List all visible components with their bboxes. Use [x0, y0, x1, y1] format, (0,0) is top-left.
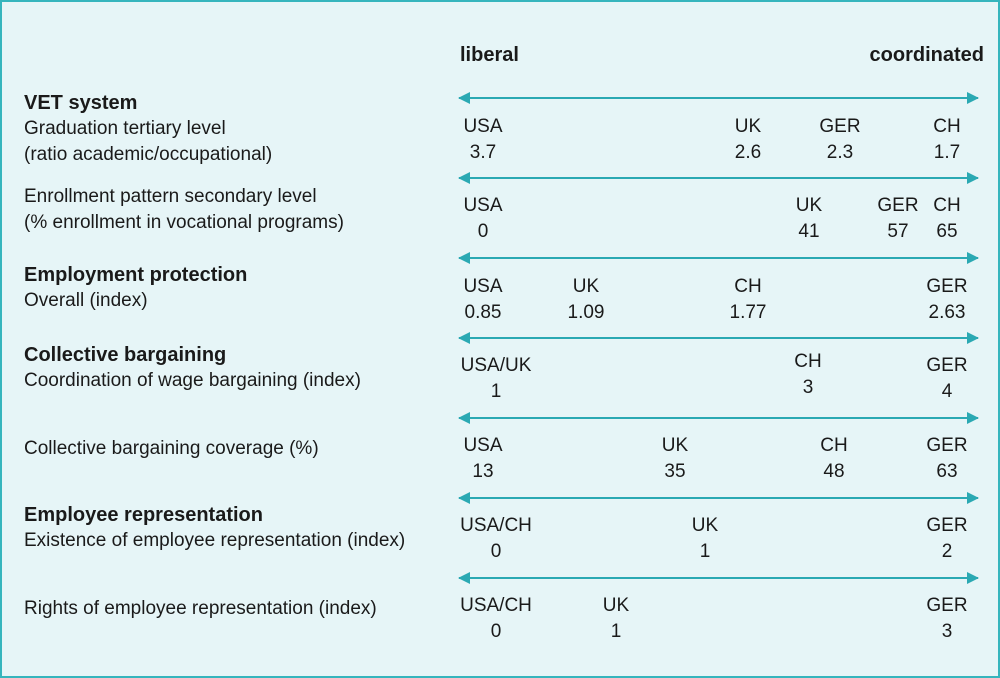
country-label: UK — [795, 195, 823, 216]
value-label: 2.6 — [734, 142, 762, 163]
country-label: CH — [820, 435, 848, 456]
value-label: 0 — [490, 541, 502, 562]
value-label: 1 — [490, 381, 502, 402]
entry-ger: GER 57 — [877, 193, 918, 245]
country-label: UK — [691, 515, 719, 536]
section-title-employment: Employment protection — [24, 264, 248, 286]
value-label: 1 — [610, 621, 622, 642]
entry-uk: UK 1 — [603, 593, 629, 645]
country-label: UK — [602, 595, 630, 616]
value-label: 4 — [941, 381, 953, 402]
row-label-employment-protection: Employment protection Overall (index) — [24, 262, 247, 314]
row-label-line: Coordination of wage bargaining (index) — [24, 370, 361, 391]
entry-ch: CH 1.7 — [933, 114, 960, 166]
country-label: GER — [926, 595, 968, 616]
country-label: UK — [572, 276, 600, 297]
row-label-line: Graduation tertiary level — [24, 118, 226, 139]
country-label: CH — [794, 351, 822, 372]
country-label: CH — [734, 276, 762, 297]
row-label-wage-coordination: Collective bargaining Coordination of wa… — [24, 342, 361, 394]
country-label: CH — [933, 116, 961, 137]
value-label: 65 — [936, 221, 958, 242]
entry-ger: GER 4 — [926, 353, 967, 405]
entry-ger: GER 3 — [926, 593, 967, 645]
country-label: GER — [877, 195, 919, 216]
entry-ch: CH 65 — [933, 193, 960, 245]
value-label: 0 — [477, 221, 489, 242]
country-label: GER — [819, 116, 861, 137]
row-label-enrollment: Enrollment pattern secondary level (% en… — [24, 184, 344, 236]
entry-usa: USA 3.7 — [463, 114, 502, 166]
entry-ger: GER 2.63 — [926, 274, 967, 326]
section-title-representation: Employee representation — [24, 504, 263, 526]
value-label: 3 — [941, 621, 953, 642]
country-label: USA — [463, 276, 503, 297]
value-label: 3.7 — [469, 142, 497, 163]
row-label-bargaining-coverage: Collective bargaining coverage (%) — [24, 436, 319, 462]
value-label: 48 — [823, 461, 845, 482]
country-label: GER — [926, 276, 968, 297]
entry-ch: CH 1.77 — [730, 274, 767, 326]
value-label: 2.3 — [826, 142, 854, 163]
row-label-rep-existence: Employee representation Existence of emp… — [24, 502, 405, 554]
entry-usa: USA 0.85 — [463, 274, 502, 326]
entry-ch: CH 48 — [820, 433, 847, 485]
entry-uk: UK 41 — [796, 193, 822, 245]
value-label: 3 — [802, 377, 814, 398]
entry-usa: USA 13 — [463, 433, 502, 485]
entry-uk: UK 2.6 — [735, 114, 761, 166]
entry-usa-uk: USA/UK 1 — [461, 353, 532, 405]
country-label: USA/CH — [460, 595, 532, 616]
country-label: CH — [933, 195, 961, 216]
value-label: 13 — [472, 461, 494, 482]
entry-usa: USA 0 — [463, 193, 502, 245]
coordinated-label: coordinated — [869, 44, 984, 66]
country-label: UK — [734, 116, 762, 137]
country-label: GER — [926, 355, 968, 376]
entry-ger: GER 2 — [926, 513, 967, 565]
row-label-line: Rights of employee representation (index… — [24, 598, 377, 619]
country-label: GER — [926, 515, 968, 536]
section-title-vet: VET system — [24, 92, 138, 114]
section-title-bargaining: Collective bargaining — [24, 344, 227, 366]
entry-usa-ch: USA/CH 0 — [460, 513, 532, 565]
value-label: 1.09 — [567, 302, 605, 323]
value-label: 63 — [936, 461, 958, 482]
entry-usa-ch: USA/CH 0 — [460, 593, 532, 645]
entry-uk: UK 1.09 — [568, 274, 605, 326]
value-label: 1.7 — [933, 142, 961, 163]
row-label-line: Enrollment pattern secondary level — [24, 186, 317, 207]
row-label-vet-graduation: VET system Graduation tertiary level (ra… — [24, 90, 272, 168]
liberal-label: liberal — [460, 44, 519, 66]
value-label: 1.77 — [729, 302, 767, 323]
country-label: USA/CH — [460, 515, 532, 536]
entry-uk: UK 35 — [662, 433, 688, 485]
value-label: 2.63 — [928, 302, 966, 323]
entry-uk: UK 1 — [692, 513, 718, 565]
value-label: 0 — [490, 621, 502, 642]
country-label: USA/UK — [460, 355, 532, 376]
row-label-line: (% enrollment in vocational programs) — [24, 212, 344, 233]
country-label: GER — [926, 435, 968, 456]
row-label-line: Overall (index) — [24, 290, 148, 311]
country-label: USA — [463, 116, 503, 137]
row-label-line: (ratio academic/occupational) — [24, 144, 273, 165]
row-label-line: Existence of employee representation (in… — [24, 530, 406, 551]
value-label: 41 — [798, 221, 820, 242]
country-label: UK — [661, 435, 689, 456]
row-label-line: Collective bargaining coverage (%) — [24, 438, 319, 459]
row-label-rep-rights: Rights of employee representation (index… — [24, 596, 377, 622]
value-label: 57 — [887, 221, 909, 242]
entry-ger: GER 2.3 — [819, 114, 860, 166]
country-label: USA — [463, 435, 503, 456]
country-label: USA — [463, 195, 503, 216]
value-label: 2 — [941, 541, 953, 562]
entry-ch: CH 3 — [794, 349, 821, 401]
entry-ger: GER 63 — [926, 433, 967, 485]
value-label: 1 — [699, 541, 711, 562]
value-label: 0.85 — [464, 302, 502, 323]
value-label: 35 — [664, 461, 686, 482]
